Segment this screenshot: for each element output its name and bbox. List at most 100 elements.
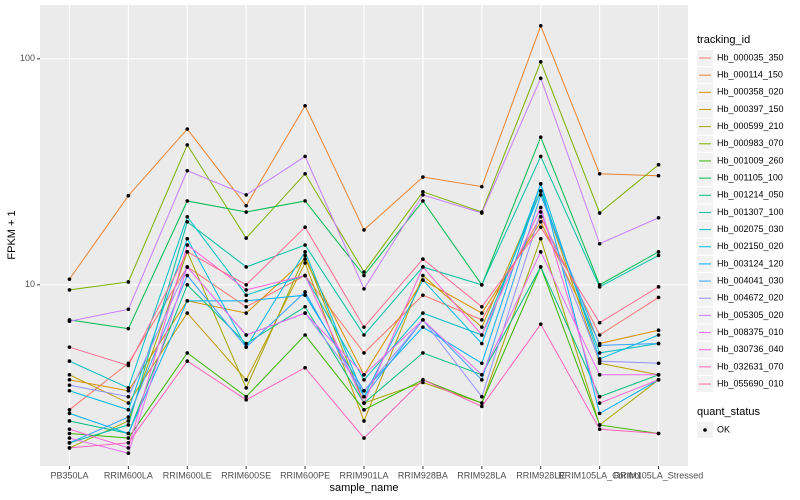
data-point bbox=[244, 288, 248, 292]
data-point bbox=[126, 423, 131, 427]
data-point bbox=[303, 154, 307, 159]
data-point bbox=[185, 265, 190, 269]
data-point bbox=[126, 436, 131, 440]
data-point bbox=[126, 388, 131, 393]
data-point bbox=[597, 241, 602, 246]
data-point bbox=[597, 351, 602, 355]
data-point bbox=[480, 404, 484, 409]
data-point bbox=[244, 304, 248, 309]
legend-label: Hb_001105_100 bbox=[717, 172, 783, 182]
data-point bbox=[303, 333, 307, 337]
x-axis-label: sample_name bbox=[329, 482, 398, 494]
data-point bbox=[421, 273, 425, 278]
data-point bbox=[480, 394, 484, 399]
data-point bbox=[303, 199, 307, 203]
legend-label: Hb_000035_350 bbox=[717, 52, 784, 62]
data-point bbox=[480, 341, 484, 346]
legend-label: Hb_004672_020 bbox=[717, 293, 784, 303]
data-point bbox=[185, 359, 190, 363]
data-point bbox=[67, 373, 72, 377]
x-tick-label: RRIM901LA bbox=[339, 470, 388, 480]
data-point bbox=[244, 398, 248, 402]
data-point bbox=[656, 285, 661, 289]
data-point bbox=[362, 373, 366, 377]
data-point bbox=[538, 265, 543, 269]
data-point bbox=[656, 333, 661, 337]
data-point bbox=[67, 411, 72, 416]
legend-point bbox=[703, 428, 707, 432]
data-point bbox=[421, 193, 425, 197]
data-point bbox=[362, 287, 366, 291]
data-point bbox=[185, 283, 190, 287]
data-point bbox=[362, 419, 366, 423]
data-point bbox=[303, 250, 307, 254]
data-point bbox=[656, 162, 661, 167]
data-point bbox=[244, 203, 248, 208]
data-point bbox=[538, 210, 543, 214]
data-point bbox=[421, 199, 425, 203]
data-point bbox=[67, 277, 72, 281]
data-point bbox=[67, 319, 72, 324]
data-point bbox=[185, 250, 190, 254]
data-point bbox=[126, 441, 131, 445]
data-point bbox=[362, 394, 366, 399]
data-point bbox=[244, 193, 248, 197]
data-point bbox=[362, 333, 366, 337]
data-point bbox=[362, 401, 366, 405]
data-point bbox=[656, 378, 661, 382]
data-point bbox=[656, 361, 661, 366]
data-point bbox=[126, 280, 131, 284]
data-point bbox=[67, 408, 72, 412]
data-point bbox=[185, 351, 190, 355]
data-point bbox=[185, 311, 190, 315]
data-point bbox=[421, 311, 425, 315]
y-tick-label: 100 bbox=[20, 53, 35, 63]
data-point bbox=[126, 446, 131, 450]
data-point bbox=[244, 341, 248, 346]
data-point bbox=[303, 225, 307, 229]
data-point bbox=[126, 451, 131, 456]
data-point bbox=[656, 431, 661, 436]
data-point bbox=[480, 361, 484, 366]
legend-label: Hb_005305_020 bbox=[717, 310, 784, 320]
data-point bbox=[480, 378, 484, 382]
data-point bbox=[480, 184, 484, 189]
data-point bbox=[244, 394, 248, 399]
data-point bbox=[67, 288, 72, 292]
data-point bbox=[244, 210, 248, 214]
data-point bbox=[244, 311, 248, 315]
data-point bbox=[362, 325, 366, 329]
data-point bbox=[656, 173, 661, 178]
legend-label: Hb_001214_050 bbox=[717, 190, 784, 200]
data-point bbox=[362, 388, 366, 393]
data-point bbox=[67, 446, 72, 450]
data-point bbox=[185, 243, 190, 247]
data-point bbox=[362, 408, 366, 412]
data-point bbox=[538, 23, 543, 28]
data-point bbox=[126, 363, 131, 368]
data-point bbox=[656, 253, 661, 258]
y-axis-label: FPKM + 1 bbox=[6, 210, 18, 259]
data-point bbox=[421, 351, 425, 355]
data-point bbox=[656, 373, 661, 377]
data-point bbox=[244, 236, 248, 240]
data-point bbox=[597, 343, 602, 348]
data-point bbox=[362, 228, 366, 232]
data-point bbox=[303, 171, 307, 176]
data-point bbox=[656, 295, 661, 300]
legend-label: Hb_001307_100 bbox=[717, 207, 784, 217]
data-point bbox=[244, 378, 248, 382]
data-point bbox=[480, 325, 484, 329]
data-point bbox=[597, 171, 602, 176]
data-point bbox=[362, 351, 366, 355]
data-point bbox=[126, 401, 131, 405]
data-point bbox=[421, 380, 425, 385]
data-point bbox=[538, 135, 543, 140]
data-point bbox=[421, 265, 425, 269]
data-point bbox=[244, 293, 248, 298]
data-point bbox=[597, 401, 602, 405]
data-point bbox=[538, 322, 543, 326]
data-point bbox=[126, 408, 131, 412]
data-point bbox=[421, 190, 425, 194]
x-tick-label: RRIM105LA_Stressed bbox=[614, 470, 704, 480]
